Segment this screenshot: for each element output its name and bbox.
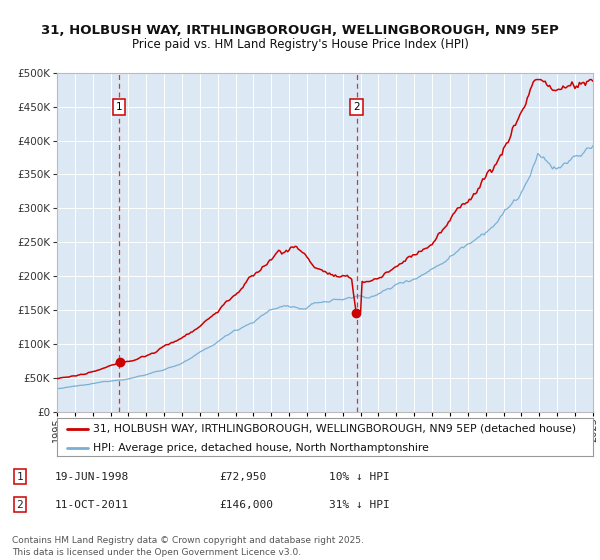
Text: 31, HOLBUSH WAY, IRTHLINGBOROUGH, WELLINGBOROUGH, NN9 5EP (detached house): 31, HOLBUSH WAY, IRTHLINGBOROUGH, WELLIN… <box>94 424 577 434</box>
Text: 31% ↓ HPI: 31% ↓ HPI <box>329 500 389 510</box>
Text: Contains HM Land Registry data © Crown copyright and database right 2025.
This d: Contains HM Land Registry data © Crown c… <box>12 536 364 557</box>
Text: 2: 2 <box>353 102 360 111</box>
Text: HPI: Average price, detached house, North Northamptonshire: HPI: Average price, detached house, Nort… <box>94 443 430 453</box>
Text: £146,000: £146,000 <box>220 500 274 510</box>
Text: 31, HOLBUSH WAY, IRTHLINGBOROUGH, WELLINGBOROUGH, NN9 5EP: 31, HOLBUSH WAY, IRTHLINGBOROUGH, WELLIN… <box>41 24 559 37</box>
Text: Price paid vs. HM Land Registry's House Price Index (HPI): Price paid vs. HM Land Registry's House … <box>131 38 469 50</box>
Text: 2: 2 <box>17 500 23 510</box>
Text: 1: 1 <box>17 472 23 482</box>
Text: £72,950: £72,950 <box>220 472 266 482</box>
Text: 11-OCT-2011: 11-OCT-2011 <box>55 500 130 510</box>
Text: 1: 1 <box>116 102 122 111</box>
Text: 19-JUN-1998: 19-JUN-1998 <box>55 472 130 482</box>
Text: 10% ↓ HPI: 10% ↓ HPI <box>329 472 389 482</box>
